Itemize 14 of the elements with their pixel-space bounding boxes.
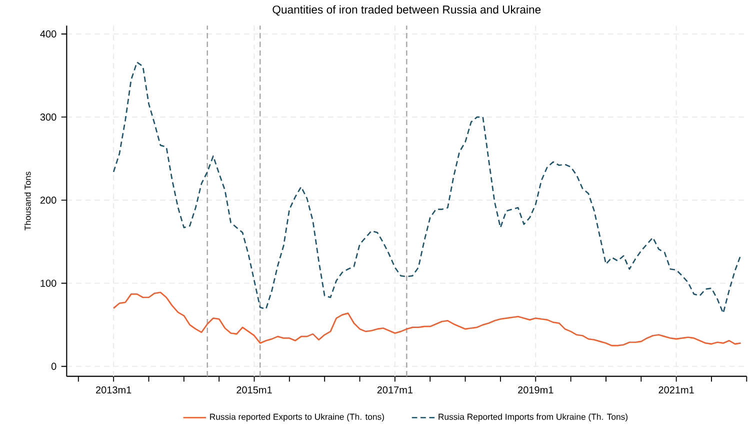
x-tick-label: 2013m1 [96, 386, 132, 394]
y-tick-label: 300 [40, 114, 56, 121]
y-tick-label: 200 [40, 196, 56, 204]
chart-title: Quantities of iron traded between Russia and Ukraine [272, 5, 541, 16]
x-tick-label: 2019m1 [518, 386, 554, 394]
x-tick-label: 2015m1 [236, 386, 272, 394]
legend-label: Russia Reported Imports from Ukraine (Th. Tons) [438, 413, 628, 422]
y-tick-label: 0 [51, 362, 56, 370]
y-axis-title: Thousand Tons [24, 172, 31, 230]
x-tick-label: 2017m1 [377, 386, 413, 394]
x-tick-label: 2021m1 [658, 386, 694, 394]
legend-label: Russia reported Exports to Ukraine (Th. tons) [210, 413, 384, 422]
y-tick-label: 100 [40, 280, 56, 287]
y-tick-label: 400 [40, 30, 56, 38]
